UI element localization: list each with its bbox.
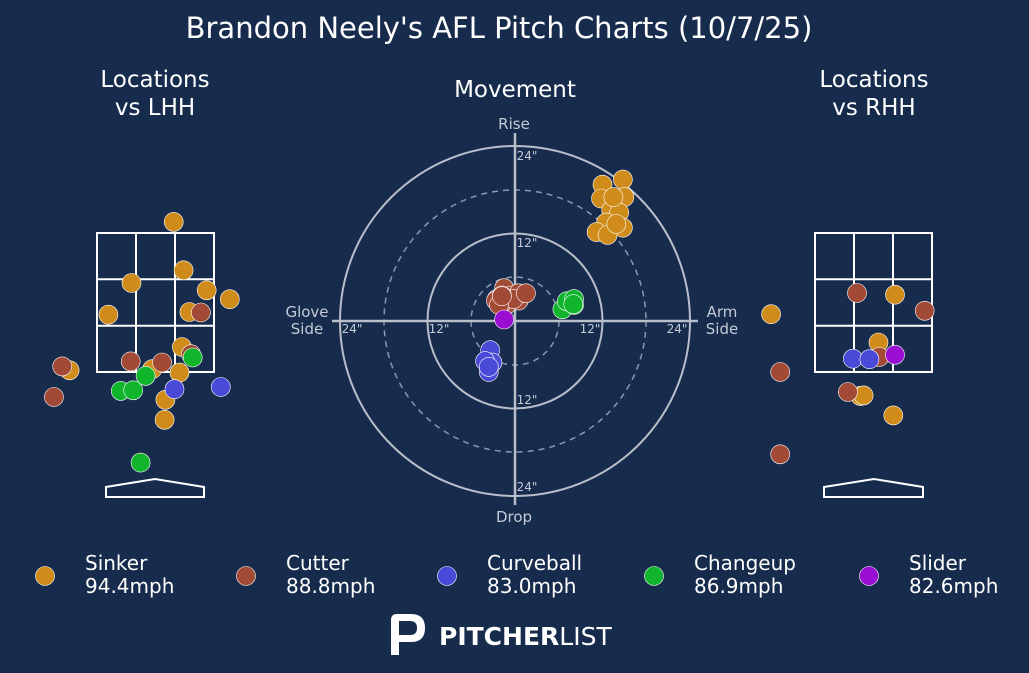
lhh-point-changeup [182, 347, 203, 368]
lhh-point-sinker [169, 362, 190, 383]
ring-label-bottom-12: 12" [517, 393, 538, 407]
lhh-points [44, 212, 240, 473]
rhh-point-curveball [859, 349, 880, 370]
legend-velo-slider: 82.6mph [909, 574, 998, 598]
lhh-point-cutter [120, 351, 141, 372]
legend-label-changeup: Changeup [694, 551, 796, 575]
lhh-point-changeup [123, 380, 143, 401]
rhh-point-cutter [770, 362, 791, 382]
ring-label-top-12: 12" [517, 236, 538, 250]
rhh-title-line1: Locations [819, 67, 928, 93]
ring-label-bottom-24: 24" [517, 480, 538, 494]
legend-marker-changeup [644, 566, 664, 586]
axis-label-side-left: Side [291, 320, 323, 338]
rhh-point-cutter [914, 300, 935, 321]
movement-grid [332, 133, 698, 505]
pitcherlist-logo-icon [391, 614, 425, 655]
legend-velo-changeup: 86.9mph [694, 574, 783, 598]
movement-point-sinker [603, 187, 624, 207]
movement-points [475, 169, 635, 382]
axis-label-arm: Arm [707, 303, 738, 321]
lhh-point-curveball [164, 379, 185, 400]
axis-label-side-right: Side [706, 320, 738, 338]
legend-label-curveball: Curveball [487, 551, 582, 575]
rhh-point-sinker [761, 304, 781, 325]
legend-marker-curveball [437, 566, 457, 586]
lhh-point-cutter [191, 302, 211, 323]
movement-point-sinker [613, 169, 633, 190]
movement-point-changeup [563, 294, 584, 315]
logo-text-pitcher: PITCHERLIST [439, 622, 612, 651]
lhh-point-sinker [98, 304, 119, 325]
legend-marker-sinker [35, 566, 55, 586]
rhh-point-cutter [847, 283, 867, 303]
ring-label-left-12: 12" [429, 322, 450, 336]
legend-label-sinker: Sinker [85, 551, 148, 575]
ring-label-top-24: 24" [517, 149, 538, 163]
logo-text-light: LIST [559, 622, 612, 651]
ring-label-right-24: 24" [667, 322, 688, 336]
legend-velo-sinker: 94.4mph [85, 574, 174, 598]
movement-point-curveball [478, 357, 499, 377]
ring-label-left-24: 24" [342, 322, 363, 336]
movement-point-cutter [516, 283, 536, 304]
lhh-point-sinker [173, 260, 194, 281]
lhh-point-sinker [121, 273, 142, 293]
lhh-point-cutter [152, 352, 172, 373]
legend-velo-cutter: 88.8mph [286, 574, 375, 598]
lhh-point-curveball [211, 377, 231, 397]
lhh-point-sinker [220, 289, 240, 310]
rhh-point-slider [885, 344, 905, 365]
logo-text-bold: PITCHER [439, 622, 559, 651]
legend-label-cutter: Cutter [286, 551, 350, 575]
chart-title: Brandon Neely's AFL Pitch Charts (10/7/2… [186, 11, 813, 45]
lhh-point-changeup [130, 452, 151, 473]
ring-label-right-12: 12" [580, 322, 601, 336]
axis-label-rise: Rise [498, 115, 530, 133]
lhh-point-sinker [163, 212, 184, 232]
rhh-points [761, 283, 935, 465]
movement-point-sinker [606, 214, 627, 234]
rhh-home-plate [823, 477, 924, 498]
axis-label-glove: Glove [285, 303, 328, 321]
movement-title: Movement [454, 77, 576, 103]
rhh-point-sinker [885, 284, 905, 305]
rhh-point-cutter [838, 382, 858, 402]
movement-ring-labels: 24" 12" 12" 24" 24" 12" 12" 24" [342, 149, 688, 494]
lhh-point-sinker [196, 280, 217, 301]
lhh-point-changeup [135, 366, 156, 386]
legend: Sinker 94.4mph Cutter 88.8mph Curveball … [35, 551, 998, 598]
lhh-home-plate [105, 477, 205, 498]
legend-velo-curveball: 83.0mph [487, 574, 576, 598]
rhh-point-sinker [883, 405, 904, 426]
lhh-title-line1: Locations [100, 67, 209, 93]
legend-marker-cutter [236, 566, 256, 586]
legend-marker-slider [859, 566, 879, 586]
rhh-point-curveball [843, 348, 863, 369]
movement-point-cutter [492, 286, 512, 307]
legend-label-slider: Slider [909, 551, 967, 575]
lhh-point-cutter [44, 387, 64, 407]
pitcherlist-logo: PITCHERLIST [391, 614, 612, 655]
lhh-title-line2: vs LHH [115, 95, 195, 121]
movement-point-slider [494, 309, 514, 330]
rhh-point-cutter [770, 444, 791, 465]
lhh-point-sinker [154, 409, 175, 430]
rhh-title-line2: vs RHH [832, 95, 915, 121]
lhh-point-cutter [52, 356, 73, 377]
axis-label-drop: Drop [496, 508, 532, 526]
